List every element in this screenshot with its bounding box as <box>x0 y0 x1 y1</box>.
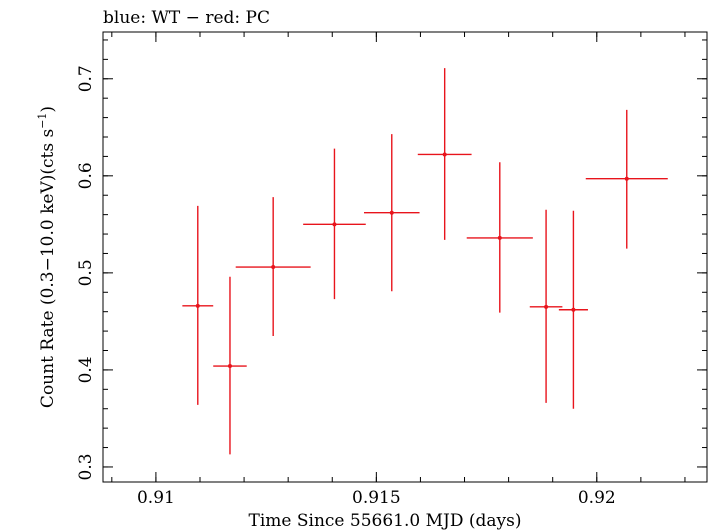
x-tick-label: 0.915 <box>352 488 401 508</box>
data-marker <box>624 176 629 181</box>
data-point <box>585 109 668 249</box>
data-marker <box>195 303 200 308</box>
y-axis-label-superscript: −1 <box>36 113 49 129</box>
data-marker <box>442 152 447 157</box>
y-axis-label-main: Count Rate (0.3−10.0 keV)(cts s <box>38 129 58 408</box>
x-axis-label: Time Since 55661.0 MJD (days) <box>249 511 522 531</box>
data-point <box>466 162 533 313</box>
y-axis-label: Count Rate (0.3−10.0 keV)(cts s−1) <box>36 106 58 408</box>
y-tick-label: 0.6 <box>76 162 96 189</box>
data-marker <box>544 304 549 309</box>
y-tick-label: 0.7 <box>76 65 96 92</box>
data-marker <box>227 364 232 369</box>
data-point <box>417 68 472 240</box>
data-marker <box>571 307 576 312</box>
y-tick-label: 0.3 <box>76 453 96 480</box>
y-tick-label: 0.4 <box>76 356 96 383</box>
data-point <box>558 210 588 409</box>
x-tick-label: 0.91 <box>137 488 175 508</box>
data-point <box>529 209 563 403</box>
data-marker <box>332 222 337 227</box>
data-marker <box>389 210 394 215</box>
axis-tick-labels: 0.91 0.915 0.92 0.3 0.4 0.5 0.6 0.7 <box>76 65 616 508</box>
data-point <box>182 205 214 405</box>
data-series <box>182 68 668 455</box>
axis-ticks <box>103 32 707 482</box>
data-point <box>363 134 420 292</box>
data-point <box>235 197 311 336</box>
chart-title: blue: WT − red: PC <box>103 8 270 28</box>
x-tick-label: 0.92 <box>578 488 616 508</box>
data-marker <box>271 265 276 270</box>
data-point <box>303 148 366 300</box>
y-tick-label: 0.5 <box>76 259 96 286</box>
plot-frame <box>102 31 708 483</box>
data-marker <box>497 235 502 240</box>
y-axis-label-close: ) <box>38 106 58 113</box>
data-point <box>213 276 247 455</box>
